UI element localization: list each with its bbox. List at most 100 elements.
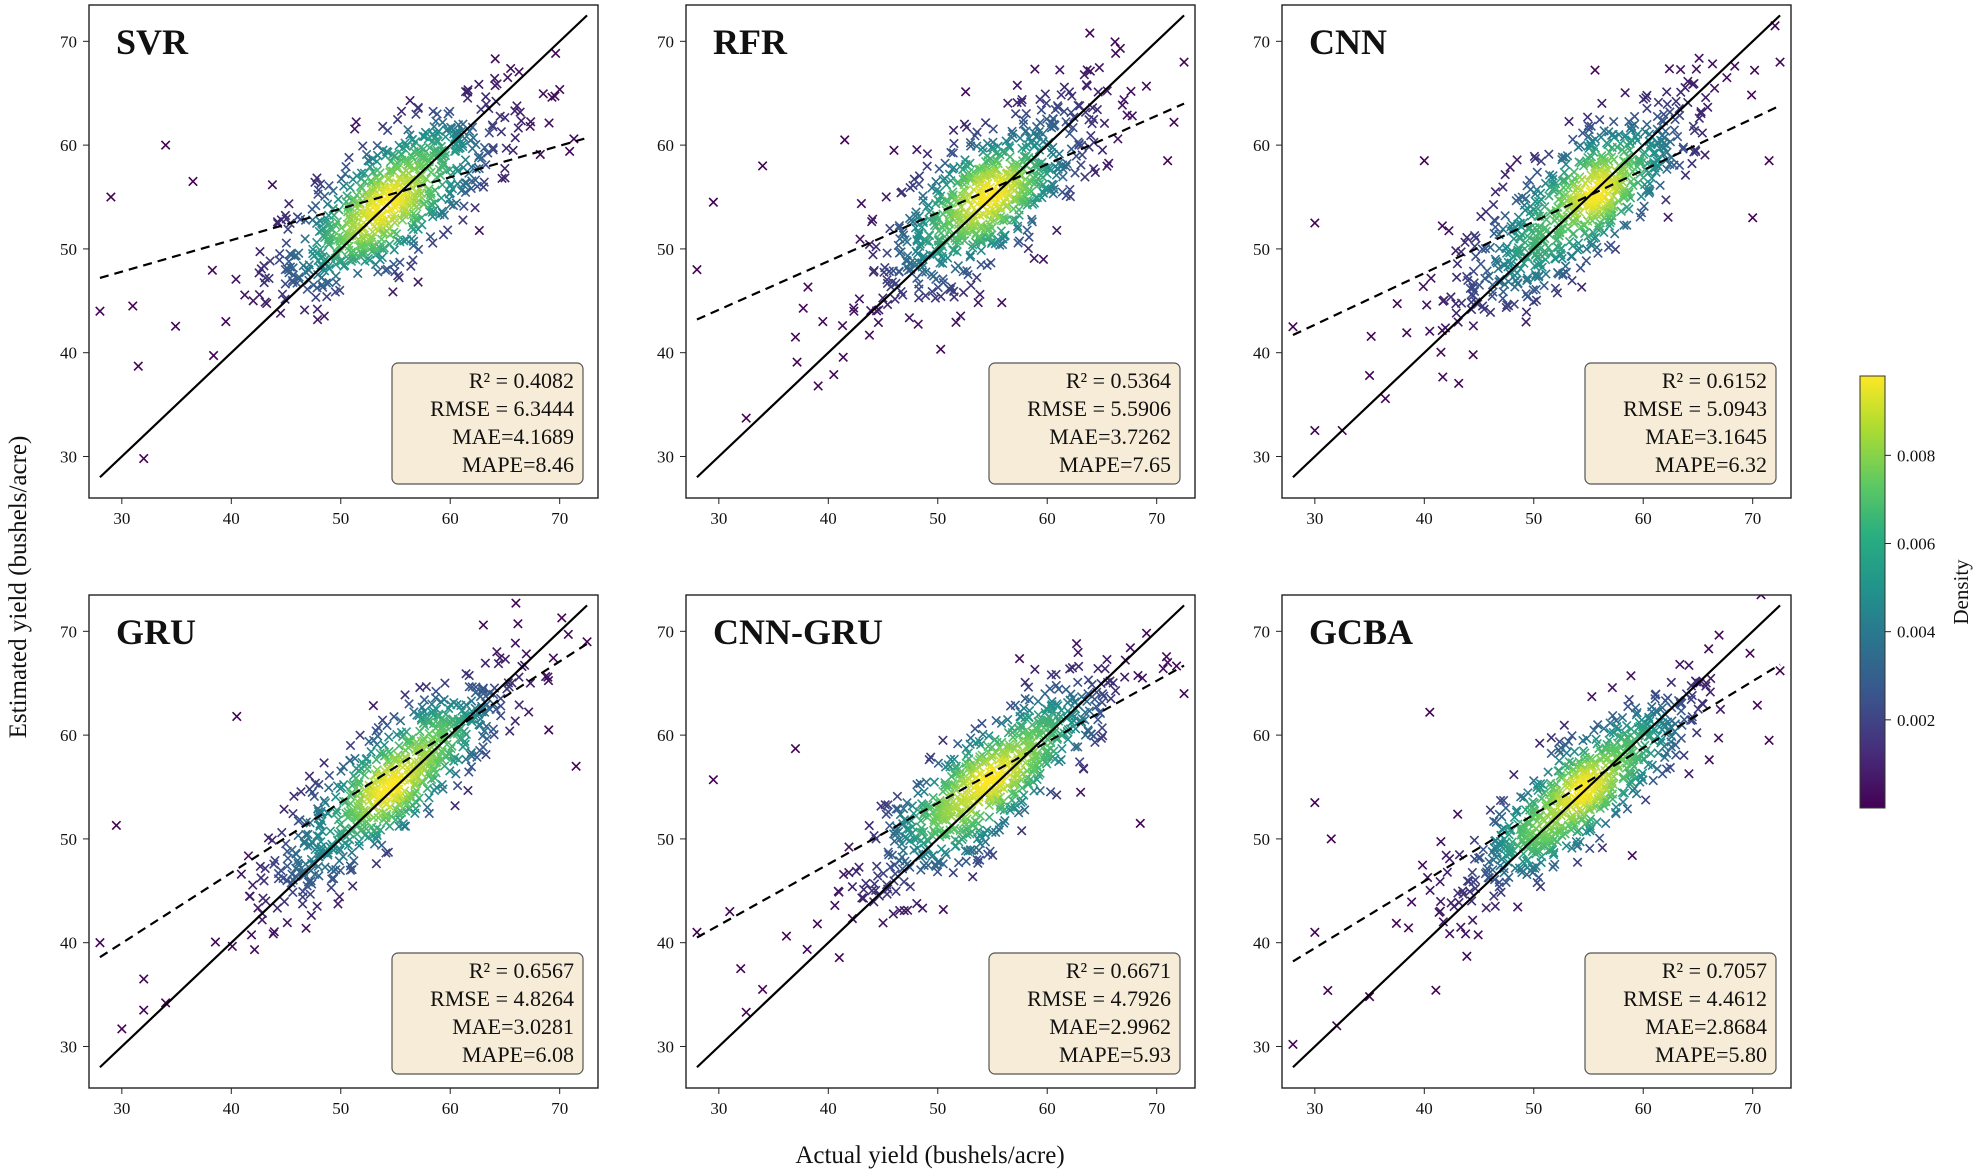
data-point: [372, 156, 382, 167]
data-point: [1626, 671, 1636, 681]
data-point: [854, 862, 864, 873]
data-point: [1162, 657, 1173, 668]
data-point: [1103, 158, 1114, 169]
x-tick-label: 30: [1306, 509, 1323, 528]
data-point: [398, 142, 409, 153]
data-point: [1466, 896, 1477, 906]
data-point: [930, 293, 941, 303]
data-point: [708, 774, 719, 785]
data-point: [905, 257, 916, 268]
data-point: [1133, 670, 1143, 681]
data-point: [451, 769, 461, 779]
data-point: [436, 697, 446, 707]
data-point: [864, 330, 875, 340]
data-point: [882, 299, 893, 310]
data-point: [880, 799, 890, 810]
data-point: [1640, 795, 1651, 805]
data-point: [932, 867, 943, 877]
y-tick-label: 70: [60, 32, 77, 51]
data-point: [1509, 769, 1519, 780]
data-point: [868, 249, 878, 260]
data-point: [452, 780, 463, 791]
data-point: [914, 179, 924, 189]
data-point: [1547, 174, 1558, 185]
data-point: [207, 265, 218, 276]
data-point: [1000, 815, 1010, 826]
data-point: [411, 109, 421, 120]
data-point: [962, 814, 972, 824]
data-point: [317, 826, 328, 837]
data-point: [488, 724, 499, 734]
data-point: [302, 284, 313, 294]
data-point: [1679, 714, 1690, 725]
data-point: [898, 803, 909, 814]
data-point: [949, 754, 960, 765]
data-point: [958, 287, 969, 298]
data-point: [390, 266, 400, 277]
data-point: [260, 273, 271, 283]
data-point: [1102, 654, 1112, 665]
data-point: [1650, 694, 1660, 704]
data-point: [317, 247, 327, 258]
x-tick-label: 70: [1744, 1099, 1761, 1118]
data-point: [188, 176, 198, 187]
data-point: [1016, 825, 1027, 836]
data-point: [306, 854, 317, 865]
data-point: [315, 179, 326, 189]
data-point: [1496, 887, 1506, 898]
data-point: [1616, 206, 1626, 216]
data-point: [231, 274, 241, 284]
data-point: [921, 267, 931, 277]
data-point: [428, 136, 438, 146]
data-point: [495, 710, 506, 721]
colorbar-tick-label: 0.006: [1897, 535, 1935, 554]
data-point: [883, 807, 893, 817]
data-point: [1091, 701, 1101, 712]
data-point: [1530, 196, 1541, 207]
data-point: [995, 149, 1005, 160]
data-point: [1059, 106, 1069, 117]
data-point: [473, 152, 484, 163]
data-point: [1544, 170, 1555, 180]
data-point: [897, 187, 907, 197]
data-point: [343, 253, 353, 264]
x-tick-label: 60: [1039, 1099, 1056, 1118]
data-point: [1503, 257, 1514, 268]
y-tick-label: 50: [657, 240, 674, 259]
data-point: [380, 265, 391, 275]
data-point: [479, 142, 490, 153]
data-point: [955, 311, 966, 321]
data-point: [802, 944, 812, 955]
data-point: [1560, 760, 1570, 771]
data-point: [392, 114, 403, 125]
data-point: [1671, 750, 1681, 760]
y-tick-label: 50: [60, 240, 77, 259]
data-point: [1005, 802, 1016, 812]
data-point: [838, 869, 849, 880]
data-point: [382, 125, 393, 136]
stats-line: MAE=3.1645: [1645, 424, 1767, 449]
data-point: [1012, 80, 1023, 91]
data-point: [897, 227, 908, 238]
data-point: [160, 998, 171, 1008]
data-point: [966, 280, 976, 291]
data-point: [1637, 768, 1648, 779]
data-point: [1444, 853, 1455, 864]
data-point: [1571, 836, 1582, 847]
data-point: [1484, 271, 1494, 281]
data-point: [418, 131, 428, 141]
stats-line: R² = 0.5364: [1066, 368, 1171, 393]
data-point: [1093, 714, 1103, 725]
data-point: [1162, 155, 1173, 166]
data-point: [232, 711, 242, 722]
panels: 30 40 50 60 70 30 40 50 60 70 SVR R² = 0.4082 RMSE =…: [60, 4, 1792, 1118]
data-point: [425, 189, 436, 200]
data-point: [477, 684, 488, 695]
data-point: [388, 259, 399, 270]
y-tick-label: 30: [60, 447, 77, 466]
data-point: [1402, 328, 1412, 338]
data-point: [975, 289, 985, 300]
data-point: [989, 159, 999, 170]
data-point: [1489, 891, 1499, 901]
data-point: [456, 185, 467, 196]
